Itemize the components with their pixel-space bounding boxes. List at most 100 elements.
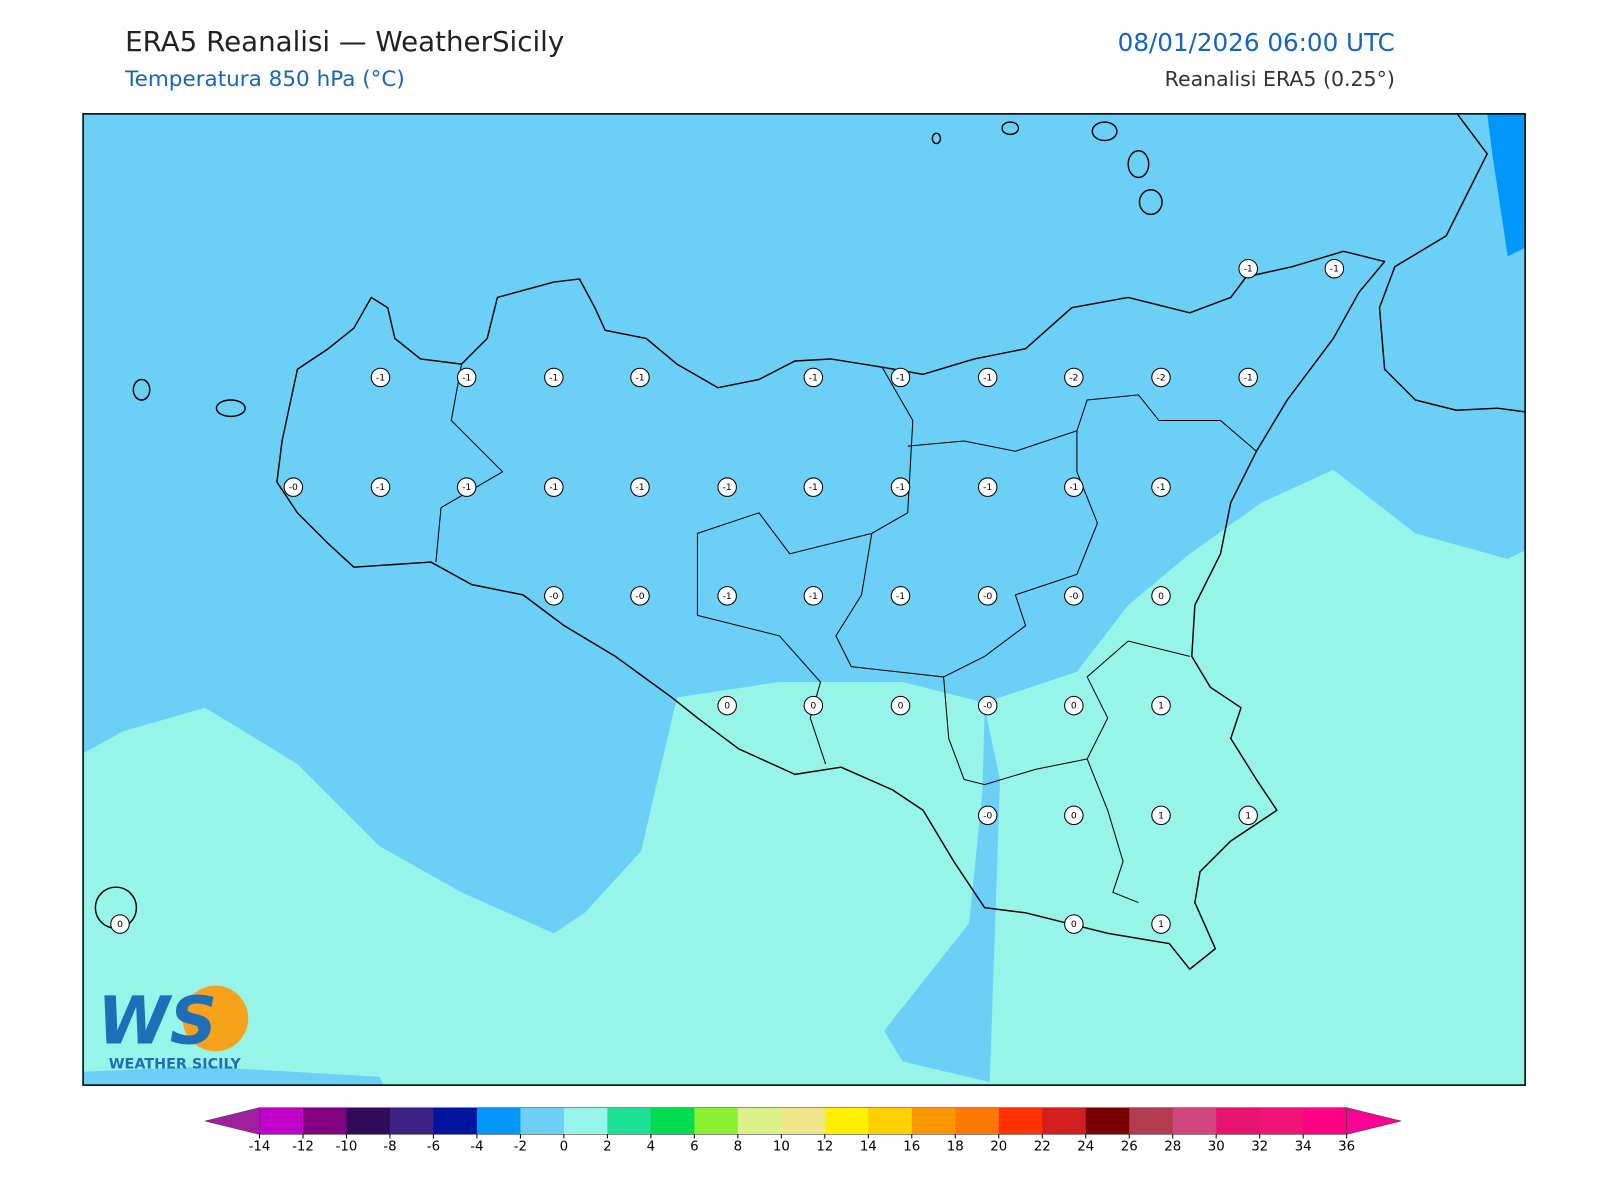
- colorbar-swatch: [694, 1107, 739, 1135]
- colorbar-swatch: [911, 1107, 956, 1135]
- station-marker: [1064, 367, 1084, 388]
- colorbar-tick-label: 6: [690, 1140, 698, 1155]
- island: [1091, 121, 1118, 142]
- station-value: -1: [1244, 372, 1253, 383]
- station-marker: [544, 367, 564, 388]
- station-marker: [717, 586, 737, 606]
- station-marker: [803, 586, 824, 606]
- station-value: -1: [723, 591, 732, 602]
- station-value: 1: [1158, 701, 1164, 712]
- station-labels: -1 -1 -1 -1 -1 -1 -1 -1 -1 -2 -2 -1 -0 -1 -1 -1 -1 -1 -1 -1…: [110, 258, 1345, 934]
- island: [215, 399, 246, 418]
- logo-sun: [182, 985, 249, 1052]
- colorbar-tick-label: 30: [1208, 1140, 1225, 1155]
- source: Reanalisi ERA5 (0.25°): [1165, 67, 1395, 91]
- station-value: 1: [1245, 810, 1251, 821]
- colorbar-swatch: [868, 1107, 913, 1135]
- station-marker: [1151, 914, 1171, 934]
- station-value: -0: [289, 482, 298, 493]
- station-marker: [1151, 695, 1171, 716]
- station-marker: [1064, 477, 1084, 497]
- station-marker: [1064, 805, 1084, 826]
- station-marker: [1064, 695, 1084, 716]
- colorbar-swatch: [1303, 1107, 1348, 1135]
- station-marker: [1151, 367, 1171, 388]
- colorbar-swatch: [389, 1107, 434, 1135]
- colorbar-swatch: [433, 1107, 478, 1135]
- colorbar: -14 -12 -10 -8 -6 -4 -2 0 2 4 6 8 10 12 14 16 18 20 22 24 26…: [205, 1107, 1402, 1155]
- station-value: -1: [1069, 482, 1078, 493]
- station-value: 0: [898, 701, 904, 712]
- colorbar-swatch: [650, 1107, 695, 1135]
- colorbar-tick-label: 36: [1338, 1140, 1355, 1155]
- station-marker: [1064, 914, 1084, 934]
- island: [1001, 121, 1020, 136]
- station-value: 0: [810, 701, 816, 712]
- colorbar-swatch: [955, 1107, 1000, 1135]
- colorbar-swatch: [607, 1107, 652, 1135]
- colorbar-tick-label: -12: [292, 1140, 314, 1155]
- colorbar-swatch: [476, 1107, 521, 1135]
- station-value: -1: [723, 482, 732, 493]
- logo-text: WEATHER SICILY: [109, 1057, 242, 1073]
- field-area: [884, 707, 1000, 1083]
- colorbar-tick-label: 34: [1295, 1140, 1312, 1155]
- island: [931, 132, 942, 145]
- station-marker: [544, 586, 564, 606]
- colorbar-swatch: [824, 1107, 869, 1135]
- station-value: 0: [1158, 591, 1164, 602]
- colorbar-swatch: [346, 1107, 391, 1135]
- station-marker: [544, 477, 564, 497]
- station-marker: [110, 914, 130, 934]
- station-marker: [890, 477, 911, 497]
- logo-mark: WS: [97, 984, 217, 1060]
- colorbar-tick-label: 20: [990, 1140, 1007, 1155]
- station-value: -0: [1069, 591, 1078, 602]
- station-marker: [803, 367, 824, 388]
- colorbar-swatch: [563, 1107, 608, 1135]
- station-marker: [977, 586, 998, 606]
- station-value: -1: [635, 482, 644, 493]
- province-border: [907, 394, 1257, 452]
- station-value: -1: [462, 482, 471, 493]
- colorbar-tick-label: 32: [1251, 1140, 1268, 1155]
- station-value: -0: [983, 810, 992, 821]
- station-marker: [1238, 367, 1258, 388]
- coastline: [276, 250, 1386, 970]
- coastline: [1378, 113, 1526, 413]
- colorbar-tick-label: 0: [560, 1140, 568, 1155]
- station-marker: [456, 477, 477, 497]
- station-value: 0: [1071, 701, 1077, 712]
- island: [1138, 189, 1163, 216]
- datetime: 08/01/2026 06:00 UTC: [1118, 28, 1395, 57]
- station-marker: [890, 367, 911, 388]
- station-value: -1: [896, 372, 905, 383]
- station-marker: [1064, 586, 1084, 606]
- colorbar-swatch: [1216, 1107, 1261, 1135]
- colorbar-swatch: [1129, 1107, 1174, 1135]
- station-value: -1: [1330, 264, 1339, 275]
- colorbar-tick-label: -14: [249, 1140, 271, 1155]
- station-value: -1: [376, 482, 385, 493]
- province-border: [696, 366, 914, 683]
- colorbar-tick-label: 18: [947, 1140, 964, 1155]
- colorbar-swatch: [1085, 1107, 1130, 1135]
- station-value: -1: [896, 482, 905, 493]
- station-value: -1: [549, 482, 558, 493]
- station-value: -0: [635, 591, 644, 602]
- station-marker: [456, 367, 477, 388]
- island: [132, 378, 151, 401]
- colorbar-tick-label: 4: [647, 1140, 655, 1155]
- station-marker: [283, 477, 304, 497]
- station-value: 0: [724, 701, 730, 712]
- field-area: [83, 1066, 384, 1086]
- station-marker: [890, 586, 911, 606]
- station-marker: [1238, 805, 1258, 826]
- field-area: [1487, 113, 1526, 257]
- colorbar-tick-label: 10: [773, 1140, 790, 1155]
- station-value: -1: [809, 372, 818, 383]
- station-value: 0: [1071, 919, 1077, 930]
- colorbar-swatch: [998, 1107, 1043, 1135]
- station-marker: [977, 695, 998, 716]
